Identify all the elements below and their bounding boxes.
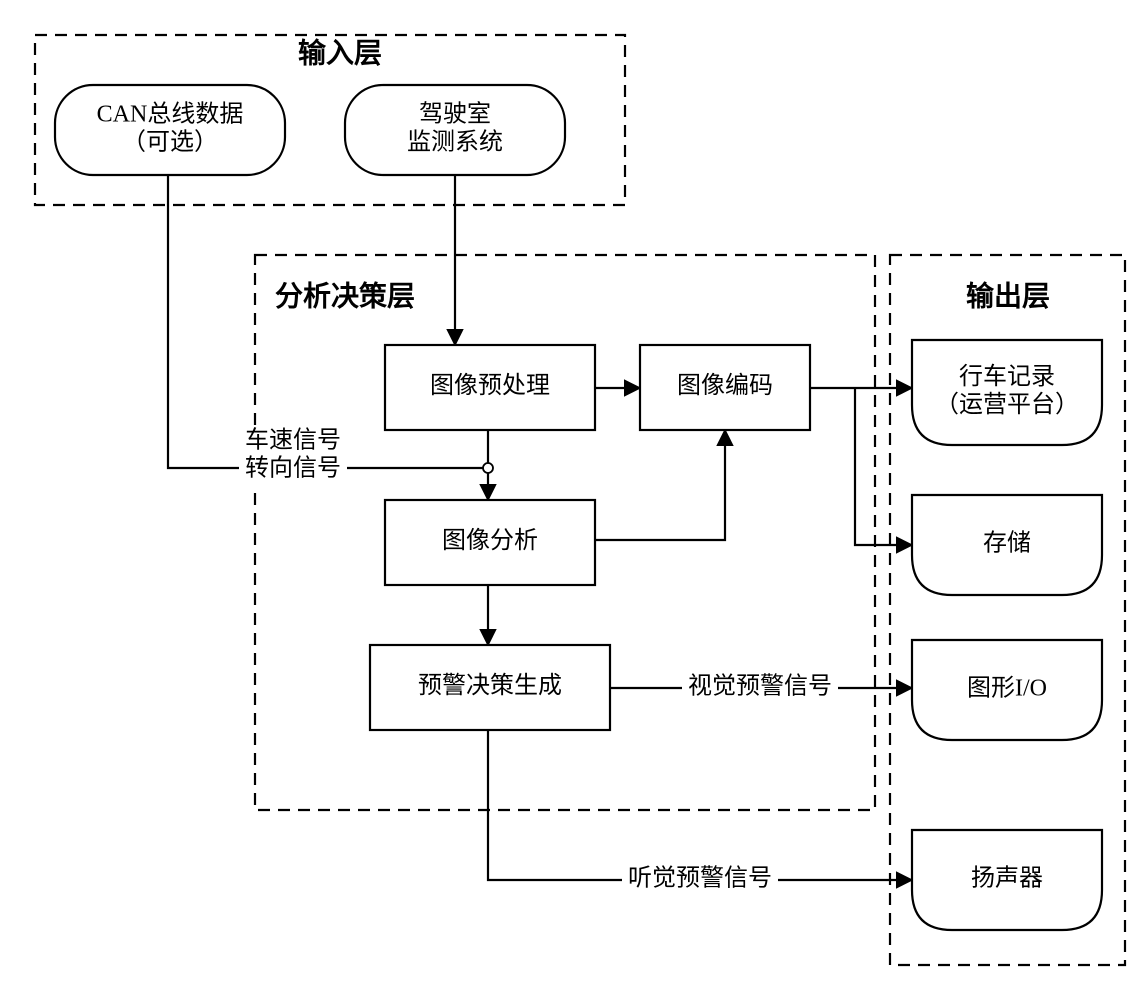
node-encode-label: 图像编码 [677, 372, 773, 399]
node-storage-label: 存储 [983, 530, 1031, 557]
node-speaker-label: 扬声器 [971, 865, 1043, 892]
edge-label-can-to-analyze: 车速信号 [245, 427, 341, 454]
node-cab-label: 监测系统 [407, 128, 503, 155]
node-preproc-label: 图像预处理 [430, 372, 550, 399]
node-cab-label: 驾驶室 [419, 101, 491, 128]
node-gio-label: 图形I/O [967, 675, 1047, 702]
layer-output-title: 输出层 [966, 279, 1050, 311]
edge-encode-to-storage [855, 388, 912, 545]
edge-analyze-to-encode [595, 430, 725, 540]
edge-label-can-to-analyze: 转向信号 [245, 454, 341, 481]
layer-input-title: 输入层 [298, 36, 382, 68]
edge-label-decide-to-gio: 视觉预警信号 [688, 673, 832, 700]
edge-can-to-analyze-junction [483, 463, 493, 473]
node-record-label: 行车记录 [959, 363, 1055, 390]
edge-decide-to-speaker [488, 730, 912, 880]
node-can-label: CAN总线数据 [97, 101, 244, 128]
edge-label-decide-to-speaker: 听觉预警信号 [628, 865, 772, 892]
node-analyze-label: 图像分析 [442, 527, 538, 554]
layer-analysis-title: 分析决策层 [275, 279, 415, 311]
node-record-label: （运营平台） [935, 391, 1079, 418]
node-decide-label: 预警决策生成 [418, 672, 562, 699]
node-can-label: （可选） [122, 128, 218, 155]
